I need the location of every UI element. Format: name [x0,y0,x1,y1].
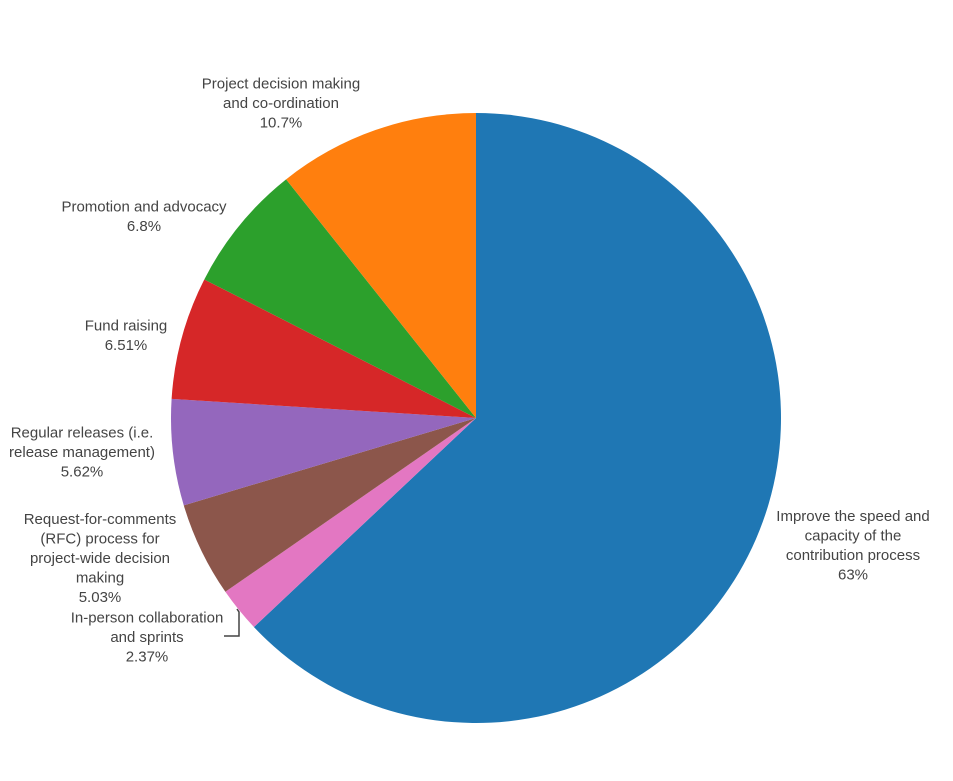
slice-label: Regular releases (i.e. release management… [9,425,155,481]
pie-slice [253,113,781,723]
slice-percent: 5.62% [61,464,104,481]
slice-percent: 63% [838,566,868,583]
slice-label-line: and sprints [110,629,183,646]
slice-label-line: making [76,570,124,587]
pie-slice [171,398,476,506]
slice-label-line: (RFC) process for [40,531,159,548]
pie-slice [225,418,476,628]
slice-percent: 10.7% [260,115,303,132]
slice-label: Improve the speed and capacity of the cont… [776,508,929,584]
pie-slice [183,418,476,592]
pie-slice [204,179,477,418]
pie-slices [171,113,781,723]
slice-label: In-person collaboration and sprints 2.37% [71,610,224,666]
slice-label: Request-for-comments (RFC) process for pro… [24,511,177,606]
slice-label-line: Regular releases (i.e. [11,425,154,442]
slice-label-line: release management) [9,444,155,461]
pie-slice [171,279,476,418]
slice-label-line: Request-for-comments [24,511,177,528]
slice-percent: 2.37% [126,649,169,666]
slice-label-line: Promotion and advocacy [61,198,227,215]
slice-percent: 6.51% [105,337,148,354]
pie-labels: Improve the speed and capacity of the cont… [9,76,930,666]
slice-label-line: Project decision making [202,76,360,93]
leader-lines [224,608,240,637]
pie-slice [286,113,476,418]
slice-label-line: Improve the speed and [776,508,929,525]
slice-label-line: Fund raising [85,317,168,334]
slice-label: Promotion and advocacy 6.8% [61,198,227,235]
leader-line [224,608,240,637]
slice-label-line: In-person collaboration [71,610,224,627]
slice-percent: 6.8% [127,218,161,235]
slice-label-line: capacity of the [805,527,902,544]
slice-label-line: contribution process [786,547,920,564]
slice-percent: 5.03% [79,589,122,606]
slice-label-line: project-wide decision [30,550,170,567]
slice-label-line: and co-ordination [223,95,339,112]
slice-label: Project decision making and co-ordination… [202,76,360,132]
slice-label: Fund raising 6.51% [85,317,168,354]
